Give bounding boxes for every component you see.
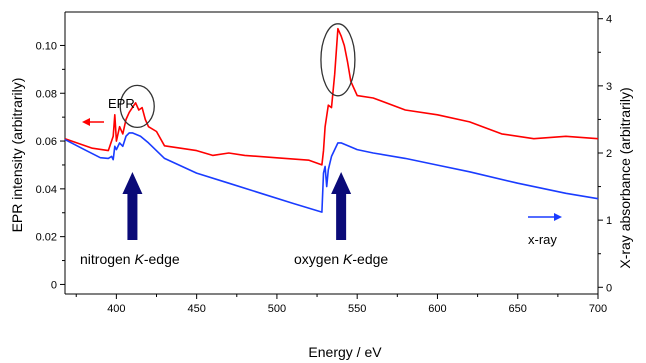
nitrogen-edge-label: nitrogen K-edge bbox=[80, 251, 180, 267]
series-line-epr bbox=[64, 27, 599, 166]
epr-series-label: EPR bbox=[108, 96, 135, 111]
oxygen-edge-arrow bbox=[331, 172, 352, 240]
series-line-x-ray bbox=[64, 132, 599, 213]
right-y-axis-title: X-ray absorbance (arbitrarily) bbox=[617, 87, 633, 268]
x-tick-label: 400 bbox=[107, 303, 125, 315]
left-y-tick-label: 0.02 bbox=[36, 232, 57, 244]
nitrogen-edge-arrow bbox=[122, 172, 143, 240]
left-y-tick-label: 0.10 bbox=[36, 40, 57, 52]
right-y-tick-label: 1 bbox=[606, 215, 612, 227]
left-y-axis-title: EPR intensity (arbitrarily) bbox=[9, 78, 25, 233]
epr-axis-arrow-head bbox=[82, 118, 90, 126]
left-y-tick-label: 0.08 bbox=[36, 88, 57, 100]
x-tick-label: 650 bbox=[509, 303, 527, 315]
xray-series-label: x-ray bbox=[528, 232, 557, 247]
left-y-tick-label: 0 bbox=[51, 279, 57, 291]
x-tick-label: 550 bbox=[348, 303, 366, 315]
left-y-tick-label: 0.06 bbox=[36, 136, 57, 148]
x-tick-label: 450 bbox=[187, 303, 205, 315]
series-lines bbox=[64, 27, 599, 213]
oxygen-edge-circle bbox=[320, 23, 356, 97]
x-axis-title: Energy / eV bbox=[308, 344, 382, 360]
axes: 400 450 500 550 600 650 700 0 0.02 0.04 0.06 0.08 0.… bbox=[36, 11, 612, 315]
right-y-tick-label: 2 bbox=[606, 148, 612, 160]
x-tick-label: 700 bbox=[589, 303, 607, 315]
right-y-tick-label: 0 bbox=[606, 282, 612, 294]
right-y-tick-label: 3 bbox=[606, 81, 612, 93]
right-y-tick-label: 4 bbox=[606, 14, 612, 26]
xray-axis-arrow-head bbox=[554, 213, 562, 221]
annotations bbox=[82, 23, 562, 240]
x-tick-label: 600 bbox=[428, 303, 446, 315]
left-y-tick-label: 0.04 bbox=[36, 184, 57, 196]
oxygen-edge-label: oxygen K-edge bbox=[294, 251, 388, 267]
x-tick-label: 500 bbox=[268, 303, 286, 315]
nitrogen-edge-circle bbox=[119, 84, 155, 129]
